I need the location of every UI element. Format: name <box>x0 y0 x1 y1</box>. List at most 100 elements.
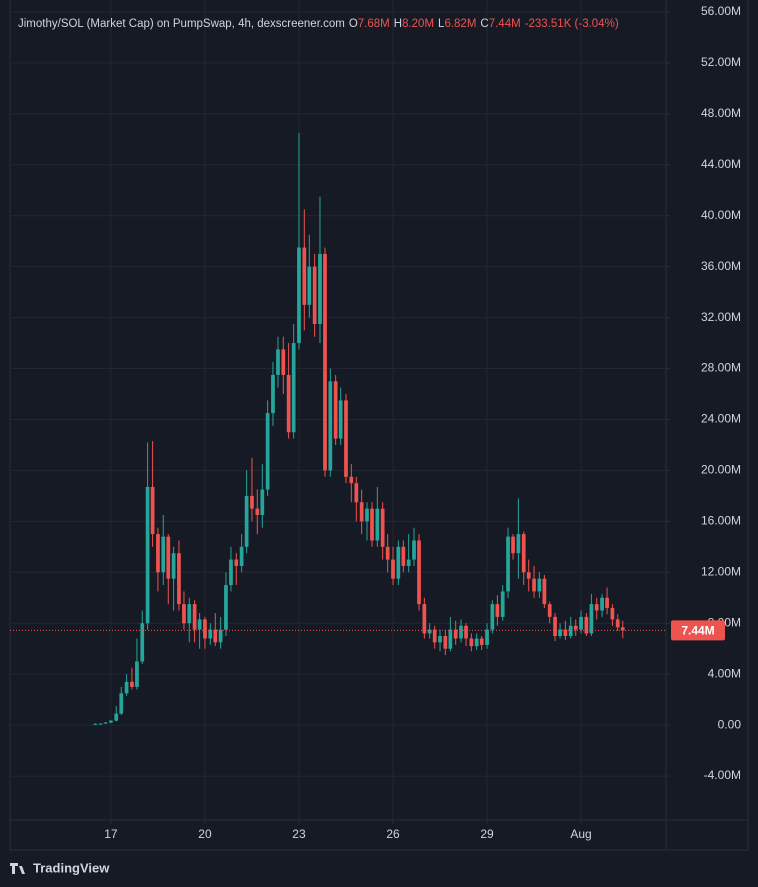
candle-body <box>93 723 98 725</box>
ohlc-value: 6.82M <box>444 18 476 30</box>
candle-body <box>239 546 244 566</box>
candle-body <box>610 607 615 620</box>
y-tick-label: 56.00M <box>701 4 741 18</box>
y-tick-label: 16.00M <box>701 514 741 528</box>
candle-body <box>124 681 129 694</box>
candle-body <box>495 604 500 617</box>
candle-body <box>281 349 286 375</box>
last-price-label: 7.44M <box>681 624 714 638</box>
candle-body <box>135 661 139 687</box>
candle-body <box>474 638 479 647</box>
candle-body <box>114 713 119 721</box>
candle-body <box>161 536 166 573</box>
x-tick-label: 29 <box>480 827 494 841</box>
candle-body <box>427 629 432 634</box>
candle-body <box>547 604 552 617</box>
chart-title: Jimothy/SOL (Market Cap) on PumpSwap, 4h… <box>18 18 345 30</box>
candle-body <box>453 629 458 639</box>
candle-body <box>558 629 562 636</box>
x-tick-label: Aug <box>570 827 591 841</box>
y-tick-label: 48.00M <box>701 106 741 120</box>
candle-body <box>197 619 202 630</box>
candle-body <box>208 629 213 639</box>
ohlc-key: O <box>349 18 358 30</box>
y-tick-label: 36.00M <box>701 259 741 273</box>
brand: TradingView <box>33 860 110 875</box>
candle-body <box>396 546 401 579</box>
candle-body <box>443 635 448 649</box>
candle-body <box>511 536 515 554</box>
candle-body <box>448 629 453 649</box>
ohlc-key: L <box>438 18 445 30</box>
candle-body <box>401 546 406 566</box>
candle-body <box>229 559 233 586</box>
y-tick-label: 44.00M <box>701 157 741 171</box>
candle-body <box>344 400 348 477</box>
candle-body <box>318 253 322 324</box>
candle-body <box>464 625 468 639</box>
candle-body <box>354 483 359 503</box>
candle-body <box>521 534 526 573</box>
candle-body <box>537 578 542 592</box>
candle-body <box>526 572 531 579</box>
candle-body <box>177 553 181 605</box>
candle-body <box>584 616 589 634</box>
candle-body <box>589 604 594 634</box>
candle-body <box>594 604 599 611</box>
candle-body <box>312 266 317 324</box>
legend: Jimothy/SOL (Market Cap) on PumpSwap, 4h… <box>18 18 619 30</box>
candle-body <box>156 534 160 573</box>
candle-body <box>479 638 484 645</box>
change: -233.51K (-3.04%) <box>525 18 619 30</box>
candle-body <box>485 629 489 645</box>
candle-body <box>391 559 395 579</box>
candle-body <box>323 253 327 471</box>
candle-body <box>150 486 155 535</box>
y-tick-label: 0.00 <box>718 717 742 731</box>
candle-body <box>417 540 421 605</box>
candle-body <box>234 559 239 566</box>
candle-body <box>365 508 369 522</box>
candle-body <box>276 349 280 375</box>
candle-body <box>171 553 176 579</box>
candle-body <box>328 381 333 471</box>
candle-body <box>412 540 416 560</box>
candle-body <box>213 629 218 643</box>
candle-body <box>307 266 312 305</box>
candle-body <box>187 604 192 624</box>
y-tick-label: 20.00M <box>701 463 741 477</box>
candle-body <box>380 508 385 547</box>
y-tick-label: -4.00M <box>704 768 741 782</box>
candle-body <box>98 723 103 725</box>
ohlc-key: C <box>480 18 488 30</box>
candle-body <box>302 247 307 305</box>
ohlc-value: 8.20M <box>402 18 434 30</box>
candle-body <box>385 546 390 560</box>
candle-body <box>553 616 557 636</box>
candle-body <box>359 502 364 522</box>
candle-body <box>145 486 150 624</box>
y-tick-label: 40.00M <box>701 208 741 222</box>
candle-body <box>370 508 374 541</box>
y-tick-label: 28.00M <box>701 361 741 375</box>
candle-body <box>500 591 505 617</box>
candle-body <box>605 597 609 608</box>
candle-body <box>103 722 108 724</box>
candle-body <box>192 604 197 630</box>
candle-body <box>568 625 573 636</box>
candle-body <box>140 623 145 662</box>
candle-body <box>406 559 411 566</box>
ohlc-key: H <box>394 18 402 30</box>
grid <box>10 0 666 820</box>
candle-body <box>600 597 604 611</box>
last-price-box <box>671 620 725 641</box>
candle-body <box>166 536 171 579</box>
candle-body <box>119 693 124 714</box>
ohlc-value: 7.44M <box>489 18 521 30</box>
candle-body <box>297 247 301 344</box>
candle-body <box>422 604 427 634</box>
candle-body <box>579 616 583 630</box>
